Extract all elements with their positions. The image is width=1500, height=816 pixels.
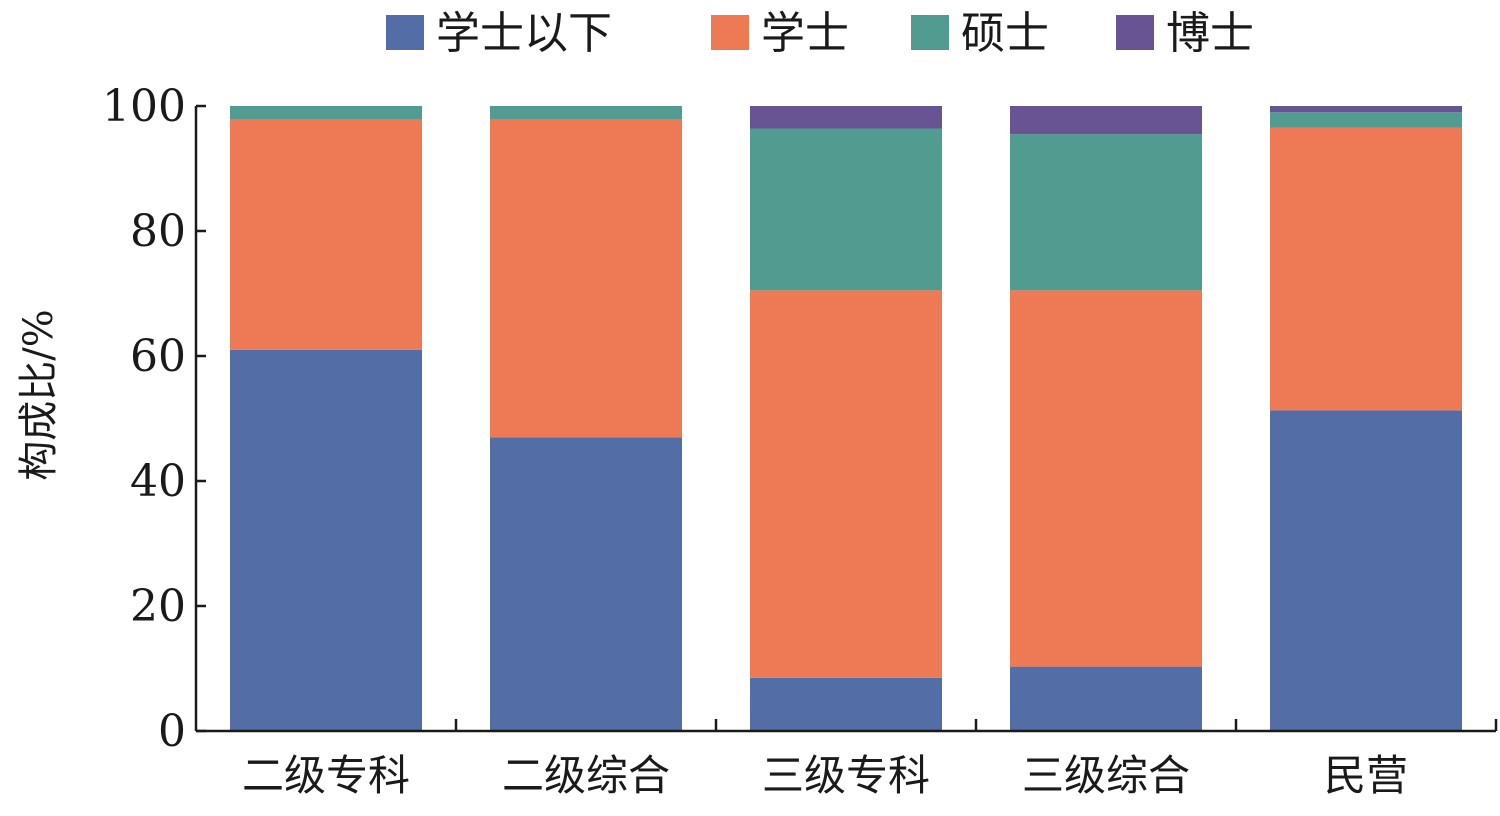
x-tick-label-2: 二级综合 <box>502 751 670 800</box>
y-axis-label: 构成比/% <box>16 309 62 480</box>
bar-segment-4-3 <box>1010 134 1202 291</box>
legend-label-4: 博士 <box>1166 8 1254 59</box>
legend-label-1: 学士以下 <box>436 8 612 59</box>
bar-segment-4-4 <box>1010 106 1202 135</box>
bar-segment-4-1 <box>1010 666 1202 731</box>
bar-segment-3-4 <box>750 106 942 129</box>
y-tick-label-0: 0 <box>158 706 186 757</box>
bar-segment-3-2 <box>750 290 942 678</box>
y-tick-label-5: 100 <box>102 81 186 132</box>
bar-segment-2-3 <box>490 106 682 120</box>
bar-segment-5-1 <box>1270 410 1462 731</box>
legend: 学士以下 学士 硕士 博士 <box>386 8 1254 59</box>
bar-segment-1-1 <box>230 349 422 731</box>
bar-segment-3-1 <box>750 677 942 731</box>
legend-label-2: 学士 <box>761 8 849 59</box>
bar-segment-2-2 <box>490 119 682 438</box>
bar-segment-5-2 <box>1270 127 1462 411</box>
x-tick-label-1: 二级专科 <box>242 751 410 800</box>
bars <box>230 106 1462 731</box>
x-tick-label-4: 三级综合 <box>1022 751 1190 800</box>
bar-segment-4-2 <box>1010 290 1202 667</box>
legend-swatch-4 <box>1116 15 1154 50</box>
legend-swatch-1 <box>386 15 424 50</box>
y-tick-label-4: 80 <box>130 206 186 257</box>
axes: 0 20 40 60 80 100 二级专科 二级综合 三级专科 三级综合 民营 <box>102 81 1498 800</box>
y-tick-label-3: 60 <box>130 331 186 382</box>
x-tick-label-5: 民营 <box>1324 751 1408 800</box>
y-tick-label-2: 40 <box>130 456 186 507</box>
legend-label-3: 硕士 <box>961 8 1049 59</box>
legend-swatch-3 <box>911 15 949 50</box>
bar-segment-1-2 <box>230 119 422 350</box>
bar-segment-5-3 <box>1270 112 1462 128</box>
y-tick-label-1: 20 <box>130 581 186 632</box>
x-tick-label-3: 三级专科 <box>762 751 930 800</box>
bar-segment-5-4 <box>1270 106 1462 113</box>
bar-segment-3-3 <box>750 128 942 291</box>
legend-swatch-2 <box>711 15 749 50</box>
bar-segment-1-3 <box>230 106 422 120</box>
bar-segment-2-1 <box>490 437 682 731</box>
